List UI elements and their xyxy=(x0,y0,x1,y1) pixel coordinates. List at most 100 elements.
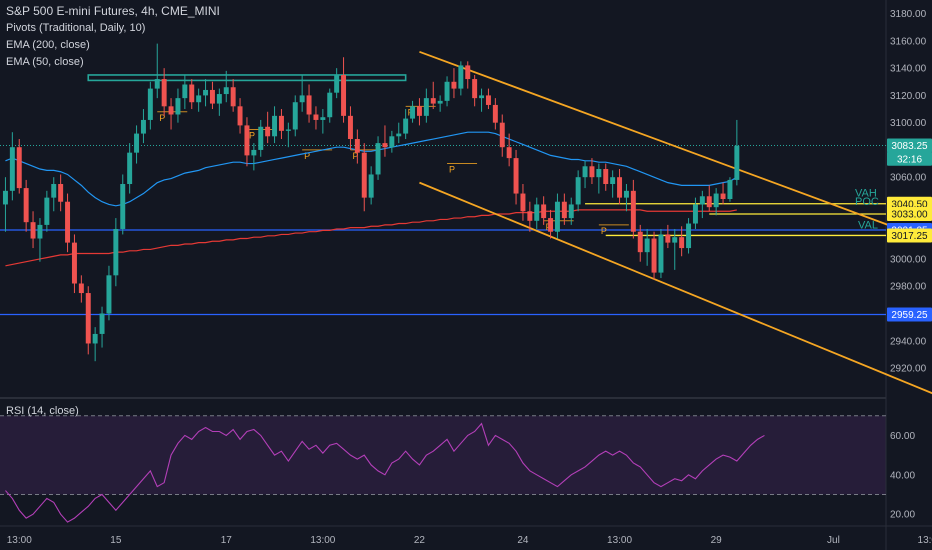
candle-body xyxy=(51,184,57,198)
candle-up xyxy=(644,228,650,266)
price-tag-hline: 2959.25 xyxy=(887,307,932,322)
candle-body xyxy=(610,177,616,185)
legend-ema200[interactable]: EMA (200, close) xyxy=(6,39,90,51)
candle-up xyxy=(610,170,616,198)
candle-up xyxy=(223,70,229,103)
candle-body xyxy=(196,95,202,103)
candle-body xyxy=(16,147,22,189)
legend-ema50[interactable]: EMA (50, close) xyxy=(6,56,84,68)
candle-up xyxy=(334,68,340,99)
price-tag-text: 3040.50 xyxy=(891,199,928,210)
candle-up xyxy=(113,218,119,287)
candle-body xyxy=(71,242,77,284)
candle-up xyxy=(623,184,629,212)
price-axis[interactable]: 3180.003160.003140.003120.003100.003080.… xyxy=(887,9,932,521)
candle-up xyxy=(2,177,8,232)
candle-body xyxy=(623,190,629,198)
candle-body xyxy=(272,115,278,137)
candle-down xyxy=(630,179,636,239)
candle-up xyxy=(320,109,326,134)
candle-body xyxy=(140,119,146,134)
candle-body xyxy=(561,201,567,219)
candle-body xyxy=(106,275,112,314)
price-tag-bg xyxy=(887,151,932,166)
candle-down xyxy=(720,182,726,205)
candle-down xyxy=(30,211,36,249)
candle-body xyxy=(99,313,105,334)
candle-up xyxy=(375,136,381,180)
candle-up xyxy=(423,88,429,123)
candle-down xyxy=(527,201,533,232)
candle-body xyxy=(223,87,229,95)
candle-body xyxy=(513,158,519,194)
price-tag-bg xyxy=(887,206,932,221)
price-tick-label: 2980.00 xyxy=(890,282,927,293)
candle-body xyxy=(147,88,153,120)
candle-down xyxy=(465,61,471,89)
candle-down xyxy=(354,129,360,164)
ema200-line xyxy=(5,209,737,267)
chart-title[interactable]: S&P 500 E-mini Futures, 4h, CME_MINI xyxy=(6,4,220,18)
candle-up xyxy=(734,119,740,186)
candle-body xyxy=(134,133,140,153)
candle-body xyxy=(258,126,264,150)
candle-up xyxy=(272,106,278,144)
candle-down xyxy=(347,106,353,150)
candle-body xyxy=(230,87,236,107)
candle-body xyxy=(278,115,284,131)
candle-body xyxy=(216,94,222,104)
price-tick-label: 3060.00 xyxy=(890,173,927,184)
candle-body xyxy=(720,193,726,199)
pivot-marker: P xyxy=(159,113,165,123)
candle-up xyxy=(534,197,540,229)
candle-body xyxy=(568,204,574,219)
price-tick-label: 2920.00 xyxy=(890,364,927,375)
candle-up xyxy=(396,122,402,144)
candle-body xyxy=(368,174,374,198)
rsi-tick-label: 20.00 xyxy=(890,510,915,521)
price-tag-text: 3033.00 xyxy=(891,209,928,220)
candle-down xyxy=(416,98,422,126)
legend-pivots[interactable]: Pivots (Traditional, Daily, 10) xyxy=(6,22,146,34)
price-tag-text: 3017.25 xyxy=(891,231,928,242)
candle-up xyxy=(596,163,602,194)
candle-body xyxy=(251,149,257,156)
candle-body xyxy=(692,204,698,224)
candle-body xyxy=(113,228,119,276)
candle-body xyxy=(306,95,312,115)
candle-up xyxy=(713,188,719,216)
candle-body xyxy=(637,231,643,253)
price-tick-label: 3180.00 xyxy=(890,9,927,20)
candle-up xyxy=(92,327,98,362)
candle-body xyxy=(416,106,422,116)
candle-body xyxy=(161,79,167,107)
price-tick-label: 3120.00 xyxy=(890,91,927,102)
candle-body xyxy=(658,234,664,273)
candle-body xyxy=(334,74,340,93)
rsi-pane xyxy=(0,415,886,523)
price-tag-level: 3033.00 xyxy=(887,206,932,221)
candle-down xyxy=(58,174,64,212)
time-tick-label: Jul xyxy=(827,535,840,546)
candle-up xyxy=(182,74,188,110)
candle-body xyxy=(168,106,174,115)
candle-body xyxy=(265,126,271,137)
candle-body xyxy=(354,139,360,153)
candle-down xyxy=(71,234,77,294)
candle-body xyxy=(237,106,243,126)
candle-body xyxy=(582,166,588,178)
legend-rsi[interactable]: RSI (14, close) xyxy=(6,405,79,417)
candle-body xyxy=(423,98,429,116)
candle-up xyxy=(292,95,298,137)
channel-upper-line xyxy=(419,50,932,243)
candle-up xyxy=(658,228,664,279)
ema50-line xyxy=(5,131,738,207)
candle-down xyxy=(209,81,215,110)
candle-down xyxy=(665,224,671,249)
candle-up xyxy=(44,190,50,232)
time-tick-label: 17 xyxy=(221,535,233,546)
price-tag-last: 3083.25 xyxy=(887,138,932,153)
candle-up xyxy=(554,193,560,239)
